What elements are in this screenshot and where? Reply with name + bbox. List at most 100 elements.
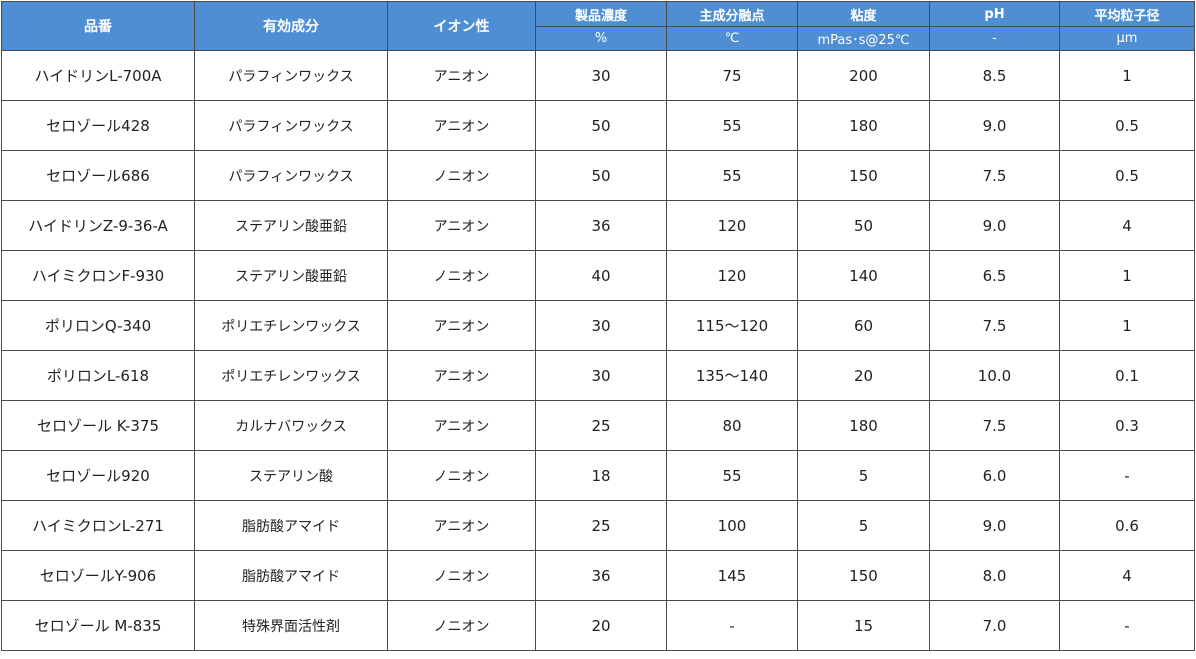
cell-melting-point: - <box>666 600 798 651</box>
header-melting-point: 主成分融点 <box>666 1 798 27</box>
unit-concentration: % <box>535 26 667 51</box>
cell-concentration: 25 <box>535 400 667 451</box>
cell-concentration: 30 <box>535 50 667 101</box>
cell-hinban: ハイミクロンF-930 <box>1 250 195 301</box>
cell-ionic: ノニオン <box>387 600 536 651</box>
cell-ingredient: 脂肪酸アマイド <box>194 500 388 551</box>
cell-ionic: ノニオン <box>387 150 536 201</box>
cell-concentration: 25 <box>535 500 667 551</box>
cell-ph: 9.0 <box>929 100 1060 151</box>
cell-concentration: 36 <box>535 200 667 251</box>
table-row: セロゾールY-906 脂肪酸アマイド ノニオン 36 145 150 8.0 4 <box>1 550 1195 601</box>
cell-melting-point: 55 <box>666 100 798 151</box>
cell-ionic: ノニオン <box>387 450 536 501</box>
cell-ingredient: ステアリン酸 <box>194 450 388 501</box>
cell-concentration: 50 <box>535 150 667 201</box>
cell-ph: 8.5 <box>929 50 1060 101</box>
cell-melting-point: 120 <box>666 250 798 301</box>
cell-hinban: セロゾール920 <box>1 450 195 501</box>
cell-particle-size: 1 <box>1059 300 1195 351</box>
table-row: セロゾール920 ステアリン酸 ノニオン 18 55 5 6.0 - <box>1 450 1195 501</box>
cell-concentration: 50 <box>535 100 667 151</box>
cell-concentration: 18 <box>535 450 667 501</box>
table-row: ハイドリンZ-9-36-A ステアリン酸亜鉛 アニオン 36 120 50 9.… <box>1 200 1195 251</box>
cell-particle-size: 4 <box>1059 200 1195 251</box>
cell-particle-size: - <box>1059 450 1195 501</box>
table-row: ハイミクロンL-271 脂肪酸アマイド アニオン 25 100 5 9.0 0.… <box>1 500 1195 551</box>
cell-concentration: 30 <box>535 350 667 401</box>
header-row: 品番 有効成分 イオン性 製品濃度 主成分融点 粘度 pH 平均粒子径 <box>1 1 1195 51</box>
cell-ionic: アニオン <box>387 400 536 451</box>
cell-particle-size: - <box>1059 600 1195 651</box>
cell-ingredient: 脂肪酸アマイド <box>194 550 388 601</box>
header-concentration: 製品濃度 <box>535 1 667 27</box>
table-row: ポリロンL-618 ポリエチレンワックス アニオン 30 135～140 20 … <box>1 350 1195 401</box>
cell-ionic: ノニオン <box>387 550 536 601</box>
unit-row: % ℃ mPas･s@25℃ - μm <box>2 26 1195 51</box>
cell-ingredient: ポリエチレンワックス <box>194 300 388 351</box>
cell-ph: 10.0 <box>929 350 1060 401</box>
cell-concentration: 20 <box>535 600 667 651</box>
table-row: ポリロンQ-340 ポリエチレンワックス アニオン 30 115～120 60 … <box>1 300 1195 351</box>
cell-hinban: セロゾール K-375 <box>1 400 195 451</box>
table-row: セロゾール686 パラフィンワックス ノニオン 50 55 150 7.5 0.… <box>1 150 1195 201</box>
header-ph: pH <box>929 1 1060 27</box>
cell-viscosity: 140 <box>797 250 930 301</box>
cell-melting-point: 135～140 <box>666 350 798 401</box>
cell-ph: 6.0 <box>929 450 1060 501</box>
cell-hinban: セロゾール428 <box>1 100 195 151</box>
cell-hinban: セロゾール M-835 <box>1 600 195 651</box>
cell-hinban: セロゾール686 <box>1 150 195 201</box>
cell-ph: 6.5 <box>929 250 1060 301</box>
cell-ionic: アニオン <box>387 200 536 251</box>
unit-particle-size: μm <box>1059 26 1195 51</box>
cell-viscosity: 5 <box>797 450 930 501</box>
table-row: ハイミクロンF-930 ステアリン酸亜鉛 ノニオン 40 120 140 6.5… <box>1 250 1195 301</box>
unit-melting-point: ℃ <box>666 26 798 51</box>
cell-viscosity: 200 <box>797 50 930 101</box>
unit-ph: - <box>929 26 1060 51</box>
cell-particle-size: 0.1 <box>1059 350 1195 401</box>
cell-viscosity: 20 <box>797 350 930 401</box>
table-row: ハイドリンL-700A パラフィンワックス アニオン 30 75 200 8.5… <box>1 50 1195 101</box>
cell-particle-size: 4 <box>1059 550 1195 601</box>
table-row: セロゾール M-835 特殊界面活性剤 ノニオン 20 - 15 7.0 - <box>1 600 1195 651</box>
header-ionic: イオン性 <box>387 1 536 51</box>
cell-viscosity: 150 <box>797 550 930 601</box>
table-row: セロゾール K-375 カルナバワックス アニオン 25 80 180 7.5 … <box>1 400 1195 451</box>
cell-particle-size: 1 <box>1059 250 1195 301</box>
cell-viscosity: 60 <box>797 300 930 351</box>
cell-ingredient: カルナバワックス <box>194 400 388 451</box>
cell-melting-point: 55 <box>666 450 798 501</box>
header-hinban: 品番 <box>1 1 195 51</box>
header-ingredient: 有効成分 <box>194 1 388 51</box>
cell-concentration: 36 <box>535 550 667 601</box>
cell-ionic: アニオン <box>387 100 536 151</box>
cell-particle-size: 0.3 <box>1059 400 1195 451</box>
cell-concentration: 40 <box>535 250 667 301</box>
cell-ingredient: パラフィンワックス <box>194 150 388 201</box>
cell-melting-point: 120 <box>666 200 798 251</box>
cell-viscosity: 5 <box>797 500 930 551</box>
cell-ionic: アニオン <box>387 50 536 101</box>
cell-particle-size: 0.5 <box>1059 100 1195 151</box>
cell-ingredient: ステアリン酸亜鉛 <box>194 200 388 251</box>
cell-viscosity: 150 <box>797 150 930 201</box>
cell-ph: 7.5 <box>929 150 1060 201</box>
cell-melting-point: 75 <box>666 50 798 101</box>
cell-viscosity: 15 <box>797 600 930 651</box>
cell-ingredient: パラフィンワックス <box>194 50 388 101</box>
cell-viscosity: 50 <box>797 200 930 251</box>
unit-viscosity: mPas･s@25℃ <box>797 26 930 51</box>
cell-melting-point: 115～120 <box>666 300 798 351</box>
cell-ionic: アニオン <box>387 500 536 551</box>
cell-hinban: セロゾールY-906 <box>1 550 195 601</box>
cell-ionic: アニオン <box>387 350 536 401</box>
cell-melting-point: 80 <box>666 400 798 451</box>
cell-hinban: ハイドリンZ-9-36-A <box>1 200 195 251</box>
cell-ph: 9.0 <box>929 500 1060 551</box>
cell-hinban: ハイドリンL-700A <box>1 50 195 101</box>
cell-ph: 9.0 <box>929 200 1060 251</box>
cell-ionic: ノニオン <box>387 250 536 301</box>
